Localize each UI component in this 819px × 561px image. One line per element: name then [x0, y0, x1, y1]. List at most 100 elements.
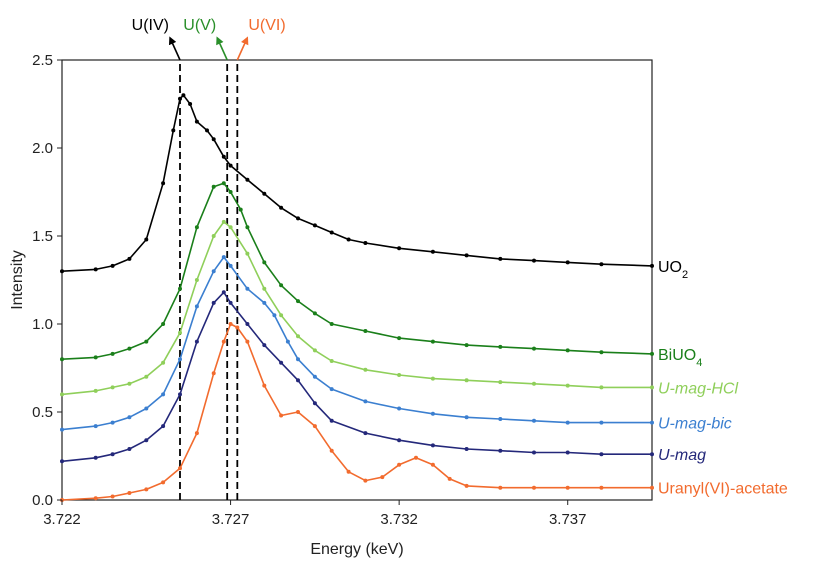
- data-point: [93, 267, 98, 272]
- data-point: [262, 300, 267, 305]
- data-point: [363, 241, 368, 245]
- data-point: [447, 476, 452, 481]
- series-label: UO2: [658, 259, 688, 281]
- y-tick-label: 0.5: [32, 404, 53, 421]
- data-point: [127, 256, 132, 261]
- data-point: [60, 392, 64, 397]
- x-tick-label: 3.737: [549, 511, 587, 528]
- data-point: [650, 452, 654, 457]
- data-point: [279, 205, 284, 210]
- data-point: [60, 269, 64, 274]
- y-axis-title: Intensity: [9, 250, 26, 310]
- data-point: [178, 466, 182, 471]
- data-point: [464, 483, 469, 488]
- data-point: [532, 450, 536, 455]
- data-point: [221, 339, 226, 344]
- data-point: [93, 388, 98, 393]
- series-label: Uranyl(VI)-acetate: [658, 481, 788, 498]
- data-point: [532, 485, 536, 490]
- data-point: [363, 431, 368, 436]
- data-point: [599, 385, 604, 390]
- x-tick-label: 3.722: [43, 511, 81, 528]
- data-point: [221, 290, 226, 295]
- data-point: [60, 357, 64, 362]
- data-point: [93, 424, 98, 429]
- data-point: [329, 359, 334, 363]
- data-point: [144, 438, 149, 443]
- data-point: [464, 378, 469, 383]
- data-point: [221, 154, 226, 159]
- data-point: [650, 385, 654, 390]
- data-point: [329, 418, 334, 423]
- data-point: [599, 452, 604, 457]
- data-point: [272, 313, 277, 318]
- data-point: [296, 357, 300, 362]
- reference-arrow: [216, 36, 228, 61]
- data-point: [599, 262, 604, 267]
- data-point: [110, 494, 115, 499]
- data-point: [110, 452, 115, 457]
- data-point: [178, 286, 182, 291]
- data-point: [211, 300, 216, 305]
- data-point: [178, 96, 182, 101]
- data-point: [245, 177, 250, 182]
- data-point: [312, 311, 317, 316]
- data-point: [397, 406, 402, 411]
- data-point: [279, 413, 284, 418]
- data-point: [464, 447, 469, 451]
- data-point: [380, 475, 385, 480]
- x-axis-ticks: 3.722 3.727 3.732 3.737: [43, 500, 586, 528]
- series-labels: UO2 BiUO4 U-mag-HCl U-mag-bic U-mag Uranyl(VI…: [658, 259, 788, 498]
- y-tick-label: 0.0: [32, 492, 53, 509]
- series-label: BiUO4: [658, 347, 702, 369]
- data-point: [211, 269, 216, 274]
- data-point: [161, 322, 166, 326]
- data-point: [211, 184, 216, 189]
- plot-area: [61, 59, 653, 501]
- data-point: [464, 415, 469, 420]
- y-tick-label: 2.0: [32, 140, 53, 157]
- data-point: [144, 374, 149, 379]
- data-point: [235, 325, 240, 330]
- data-point: [238, 207, 243, 212]
- data-point: [296, 410, 300, 414]
- data-point: [329, 322, 334, 326]
- data-point: [498, 448, 503, 453]
- data-point: [194, 339, 199, 344]
- data-point: [262, 191, 267, 196]
- data-point: [205, 128, 209, 133]
- data-point: [329, 230, 334, 235]
- series-label: U-mag-HCl: [658, 380, 738, 397]
- data-point: [211, 137, 216, 142]
- data-point: [296, 334, 300, 339]
- data-point: [127, 415, 132, 420]
- data-point: [194, 119, 199, 124]
- reference-label: U(VI): [248, 17, 285, 34]
- data-point: [228, 263, 233, 268]
- data-point: [60, 427, 64, 432]
- data-point: [498, 344, 503, 349]
- x-axis-title: Energy (keV): [310, 541, 403, 558]
- data-point: [532, 346, 536, 351]
- y-tick-label: 1.5: [32, 228, 53, 245]
- data-point: [565, 420, 570, 425]
- data-point: [161, 392, 166, 397]
- data-point: [188, 102, 193, 106]
- data-point: [532, 381, 536, 386]
- reference-label: U(V): [183, 17, 216, 34]
- data-point: [178, 392, 182, 397]
- data-point: [650, 485, 654, 490]
- data-point: [565, 260, 570, 265]
- reference-lines: [168, 36, 249, 500]
- data-point: [110, 385, 115, 390]
- data-point: [498, 256, 503, 261]
- data-point: [650, 420, 654, 425]
- data-point: [161, 480, 166, 485]
- series-line: [61, 221, 652, 396]
- data-point: [464, 253, 469, 258]
- data-point: [211, 371, 216, 376]
- reference-arrow: [168, 36, 181, 61]
- data-point: [245, 339, 250, 344]
- data-point: [312, 374, 317, 379]
- data-point: [194, 304, 199, 309]
